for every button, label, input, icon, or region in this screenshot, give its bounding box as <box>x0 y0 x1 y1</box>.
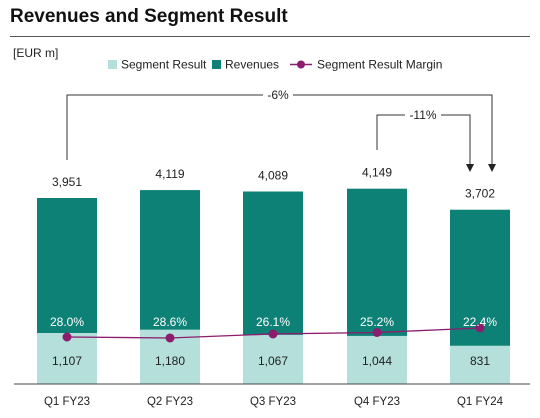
segment-result-value-label: 1,067 <box>258 354 288 368</box>
legend-swatch-segment-result <box>108 60 117 69</box>
segment-result-value-label: 1,044 <box>362 354 392 368</box>
segment-result-value-label: 1,180 <box>155 354 185 368</box>
legend-swatch-revenues <box>212 60 221 69</box>
title-divider <box>10 36 530 37</box>
margin-point <box>165 333 175 343</box>
bracket-11pct-arrowhead <box>466 164 474 172</box>
bracket-6pct-arrowhead <box>488 164 496 172</box>
bracket-6pct-label: -6% <box>267 88 289 102</box>
margin-value-label: 25.2% <box>360 315 394 329</box>
segment-result-value-label: 1,107 <box>52 354 82 368</box>
margin-value-label: 26.1% <box>256 315 290 329</box>
revenue-value-label: 4,089 <box>258 169 288 183</box>
margin-value-label: 28.0% <box>50 315 84 329</box>
segment-result-bar <box>450 345 510 384</box>
category-label: Q2 FY23 <box>147 396 193 408</box>
legend-marker-margin <box>297 60 305 69</box>
revenue-value-label: 3,702 <box>465 187 495 201</box>
page-title: Revenues and Segment Result <box>10 6 288 27</box>
margin-value-label: 28.6% <box>153 315 187 329</box>
margin-point <box>372 328 382 337</box>
revenue-value-label: 4,119 <box>155 167 184 181</box>
legend-label-revenues: Revenues <box>225 58 279 72</box>
margin-point <box>62 332 72 342</box>
margin-point <box>268 329 278 339</box>
category-label: Q1 FY24 <box>457 396 504 408</box>
legend-label-segment-result: Segment Result <box>121 58 207 72</box>
category-label: Q1 FY23 <box>44 396 90 408</box>
legend-label-margin: Segment Result Margin <box>317 58 442 72</box>
margin-point <box>475 323 485 333</box>
bracket-11pct-label: -11% <box>409 108 436 122</box>
bracket-6pct <box>66 94 493 165</box>
bracket-11pct-label-bg <box>405 108 441 122</box>
category-label: Q3 FY23 <box>250 396 296 408</box>
category-label: Q4 FY23 <box>354 396 400 408</box>
bracket-6pct-label-bg <box>263 88 293 102</box>
bracket-11pct <box>376 114 471 165</box>
margin-value-label: 22.4% <box>463 315 497 329</box>
segment-result-bar <box>347 335 407 384</box>
segment-result-bar <box>243 334 303 384</box>
segment-result-value-label: 831 <box>470 354 490 368</box>
unit-label: [EUR m] <box>13 46 58 60</box>
revenue-value-label: 4,149 <box>362 166 392 180</box>
revenue-value-label: 3,951 <box>52 175 82 189</box>
